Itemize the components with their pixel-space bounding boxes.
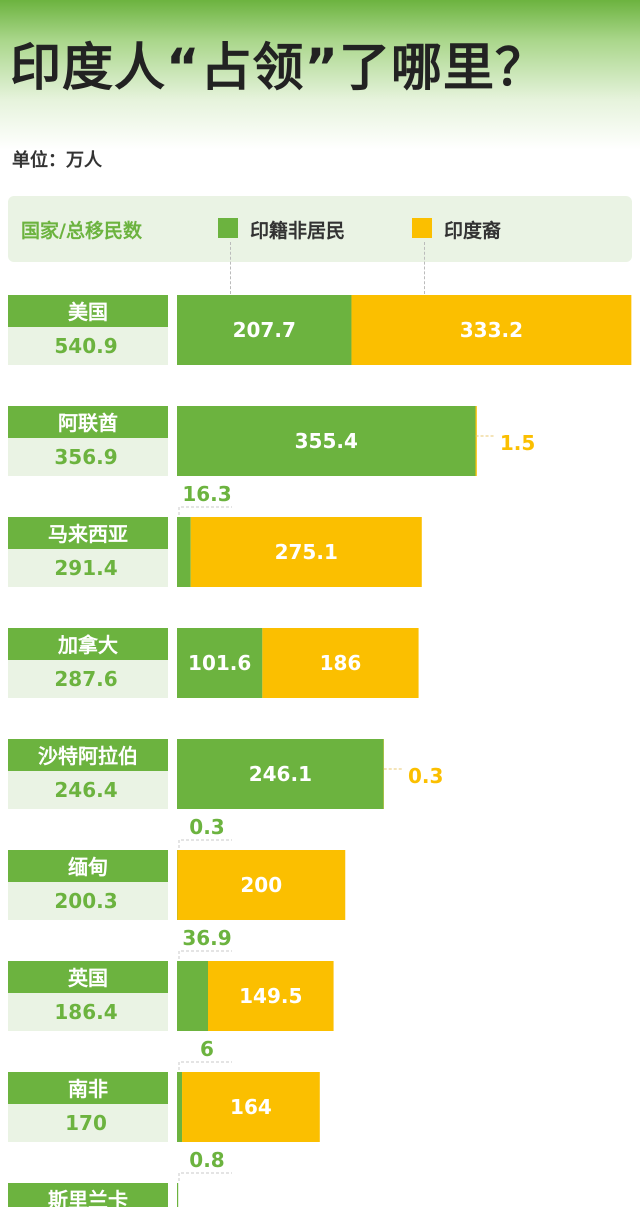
category-name: 英国 (68, 966, 108, 990)
category-total: 186.4 (54, 1000, 117, 1024)
category-name-bg (8, 517, 168, 549)
page-title: 印度人“占领”了哪里？ (10, 39, 548, 98)
bar-label-pio: 200 (240, 873, 282, 897)
legend-swatch-yellow (412, 218, 432, 238)
bar-label-pio-outside: 1.5 (500, 431, 535, 455)
bar-nri (177, 961, 208, 1031)
category-name-bg (8, 850, 168, 882)
category-name-bg (8, 295, 168, 327)
legend-leader-green (230, 242, 231, 294)
bar-nri (177, 628, 263, 698)
category-total: 200.3 (54, 889, 117, 913)
bar-pio (351, 295, 632, 365)
bar-pio (177, 850, 346, 920)
category-name: 马来西亚 (48, 522, 128, 546)
category-total: 287.6 (54, 667, 117, 691)
category-name: 斯里兰卡 (48, 1188, 128, 1207)
unit-label: 单位：万人 (12, 150, 102, 171)
legend-category-label: 国家/总移民数 (21, 220, 142, 242)
category-name: 美国 (68, 300, 108, 324)
leader-line-nri (178, 1061, 232, 1070)
bar-label-nri-above: 6 (200, 1037, 214, 1061)
header-background (0, 0, 640, 150)
category-total: 246.4 (54, 778, 117, 802)
category-name-bg (8, 1183, 168, 1207)
bar-label-pio: 164 (230, 1095, 272, 1119)
category-total: 170 (65, 1111, 107, 1135)
legend-leader-yellow (424, 242, 425, 294)
bar-pio (190, 517, 422, 587)
leader-line-nri (178, 950, 232, 959)
legend-item-pio: 印度裔 (444, 220, 502, 242)
category-name: 沙特阿拉伯 (38, 744, 138, 768)
bar-label-pio: 333.2 (460, 318, 523, 342)
category-total: 356.9 (54, 445, 117, 469)
bar-label-pio-outside: 0.3 (408, 764, 443, 788)
leader-line-nri (178, 1172, 232, 1181)
leader-line-nri (178, 506, 232, 515)
category-name-bg (8, 739, 168, 771)
bar-label-pio: 275.1 (275, 540, 338, 564)
leader-line-nri (178, 839, 232, 848)
bar-nri (177, 739, 384, 809)
bar-nri (177, 1072, 183, 1142)
category-name-bg (8, 406, 168, 438)
bar-label-pio: 149.5 (239, 984, 302, 1008)
category-name-bg (8, 628, 168, 660)
legend-swatch-green (218, 218, 238, 238)
category-name: 阿联酋 (58, 411, 118, 435)
category-name-bg (8, 1072, 168, 1104)
bar-pio (475, 406, 477, 476)
category-total: 540.9 (54, 334, 117, 358)
bar-label-nri-above: 36.9 (182, 926, 231, 950)
bar-label-nri: 101.6 (188, 651, 251, 675)
bar-nri (177, 1183, 179, 1207)
bar-label-nri: 207.7 (233, 318, 296, 342)
bar-pio (182, 1072, 320, 1142)
category-name-bg (8, 961, 168, 993)
bar-nri (177, 295, 352, 365)
category-name: 加拿大 (57, 633, 118, 657)
bar-nri (177, 517, 191, 587)
bar-pio (207, 961, 334, 1031)
legend: 国家/总移民数 印籍非居民 印度裔 (8, 196, 632, 262)
category-name: 南非 (68, 1077, 108, 1101)
bar-label-nri-above: 0.8 (189, 1148, 224, 1172)
bar-pio (262, 628, 419, 698)
legend-item-nri: 印籍非居民 (250, 220, 346, 242)
category-total: 291.4 (54, 556, 117, 580)
category-name: 缅甸 (68, 855, 108, 879)
bar-label-nri-above: 0.3 (189, 815, 224, 839)
bar-label-nri-above: 16.3 (182, 482, 231, 506)
bar-label-nri: 246.1 (249, 762, 312, 786)
bar-label-pio: 186 (320, 651, 362, 675)
bar-label-nri: 355.4 (295, 429, 358, 453)
bar-nri (177, 406, 476, 476)
